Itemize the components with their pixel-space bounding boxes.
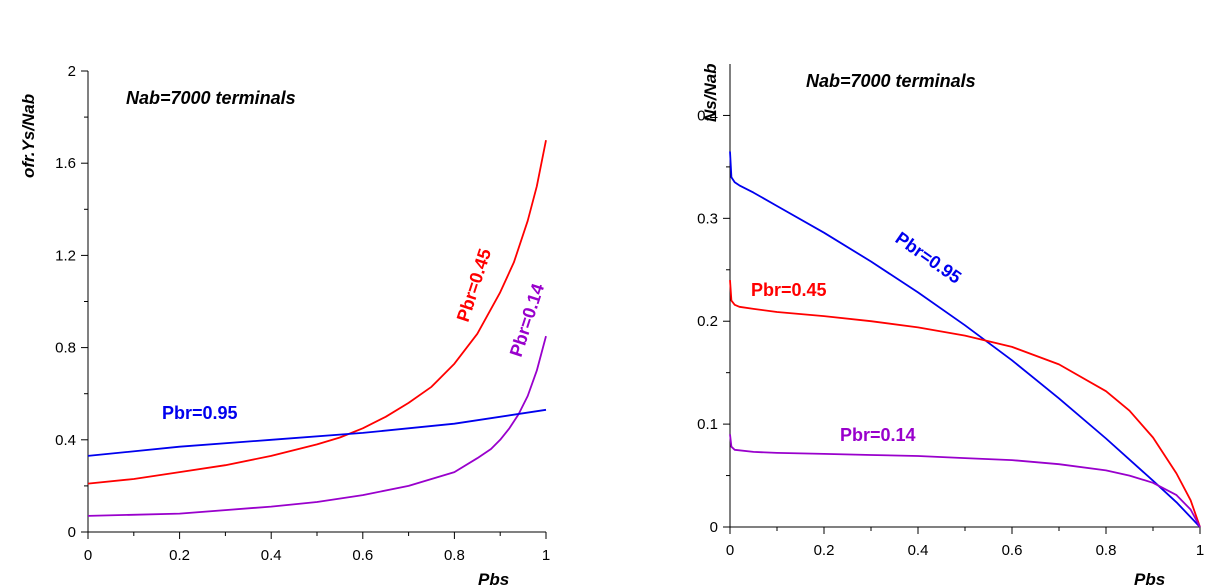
y-tick-label: 2 — [68, 63, 76, 80]
x-tick-label: 0.8 — [444, 547, 465, 564]
x-tick-label: 0.2 — [814, 542, 835, 559]
annotation-nab: Nab=7000 terminals — [126, 88, 296, 108]
x-axis: 0 0.2 0.4 0.6 0.8 1 — [84, 531, 550, 564]
y-tick-label: 0.1 — [697, 416, 718, 433]
x-tick-label: 1 — [1196, 542, 1204, 559]
y-axis-label: ofr.Ys/Nab — [19, 94, 38, 178]
x-tick-label: 0.2 — [169, 547, 190, 564]
series-line-pbr-0-14 — [729, 434, 1201, 528]
series-group — [87, 140, 547, 517]
y-axis: 0 0.4 0.8 1.2 1.6 2 — [55, 63, 89, 541]
series-label-pbr-095: Pbr=0.95 — [892, 228, 965, 288]
y-tick-label: 0 — [710, 519, 718, 536]
y-tick-label: 0.2 — [697, 313, 718, 330]
y-tick-label: 1.2 — [55, 247, 76, 264]
x-tick-label: 0.6 — [352, 547, 373, 564]
x-tick-label: 1 — [542, 547, 550, 564]
annotation-nab: Nab=7000 terminals — [806, 71, 976, 91]
series-label-pbr-014: Pbr=0.14 — [840, 425, 916, 445]
x-tick-label: 0 — [84, 547, 92, 564]
y-axis: 0 0.1 0.2 0.3 0.4 — [697, 64, 731, 536]
series-label-pbr-095: Pbr=0.95 — [162, 403, 238, 423]
y-tick-label: 0.3 — [697, 210, 718, 227]
x-tick-label: 0.4 — [261, 547, 282, 564]
x-tick-label: 0.8 — [1096, 542, 1117, 559]
y-tick-label: 0.4 — [55, 432, 76, 449]
series-label-pbr-014: Pbr=0.14 — [506, 281, 548, 359]
series-line-pbr-0-95 — [87, 408, 547, 457]
x-tick-label: 0.4 — [908, 542, 929, 559]
x-tick-label: 0.6 — [1002, 542, 1023, 559]
series-line-pbr-0-14 — [87, 335, 547, 517]
y-tick-label: 0.8 — [55, 340, 76, 357]
x-axis-label: Pbs — [478, 570, 509, 587]
y-tick-label: 0.4 — [697, 107, 718, 124]
chart-left: 0 0.4 0.8 1.2 1.6 2 0 0.2 0.4 0.6 0.8 1 Pbs ofr.Ys… — [19, 63, 550, 587]
series-line-pbr-0-45 — [729, 280, 1201, 528]
series-label-pbr-045: Pbr=0.45 — [751, 280, 827, 300]
x-axis: 0 0.2 0.4 0.6 0.8 1 — [726, 526, 1204, 559]
y-tick-label: 1.6 — [55, 155, 76, 172]
series-group — [729, 151, 1201, 528]
y-axis-label: Ns/Nab — [701, 63, 720, 122]
series-line-pbr-0-95 — [729, 151, 1201, 528]
x-axis-label: Pbs — [1134, 570, 1165, 587]
chart-right: 00.10.20.30.4 0 0.2 0.4 0.6 0.8 1 Pbs Ns/Nab … — [697, 63, 1204, 587]
y-tick-label: 0 — [68, 524, 76, 541]
series-line-pbr-0-45 — [87, 140, 547, 485]
x-tick-label: 0 — [726, 542, 734, 559]
